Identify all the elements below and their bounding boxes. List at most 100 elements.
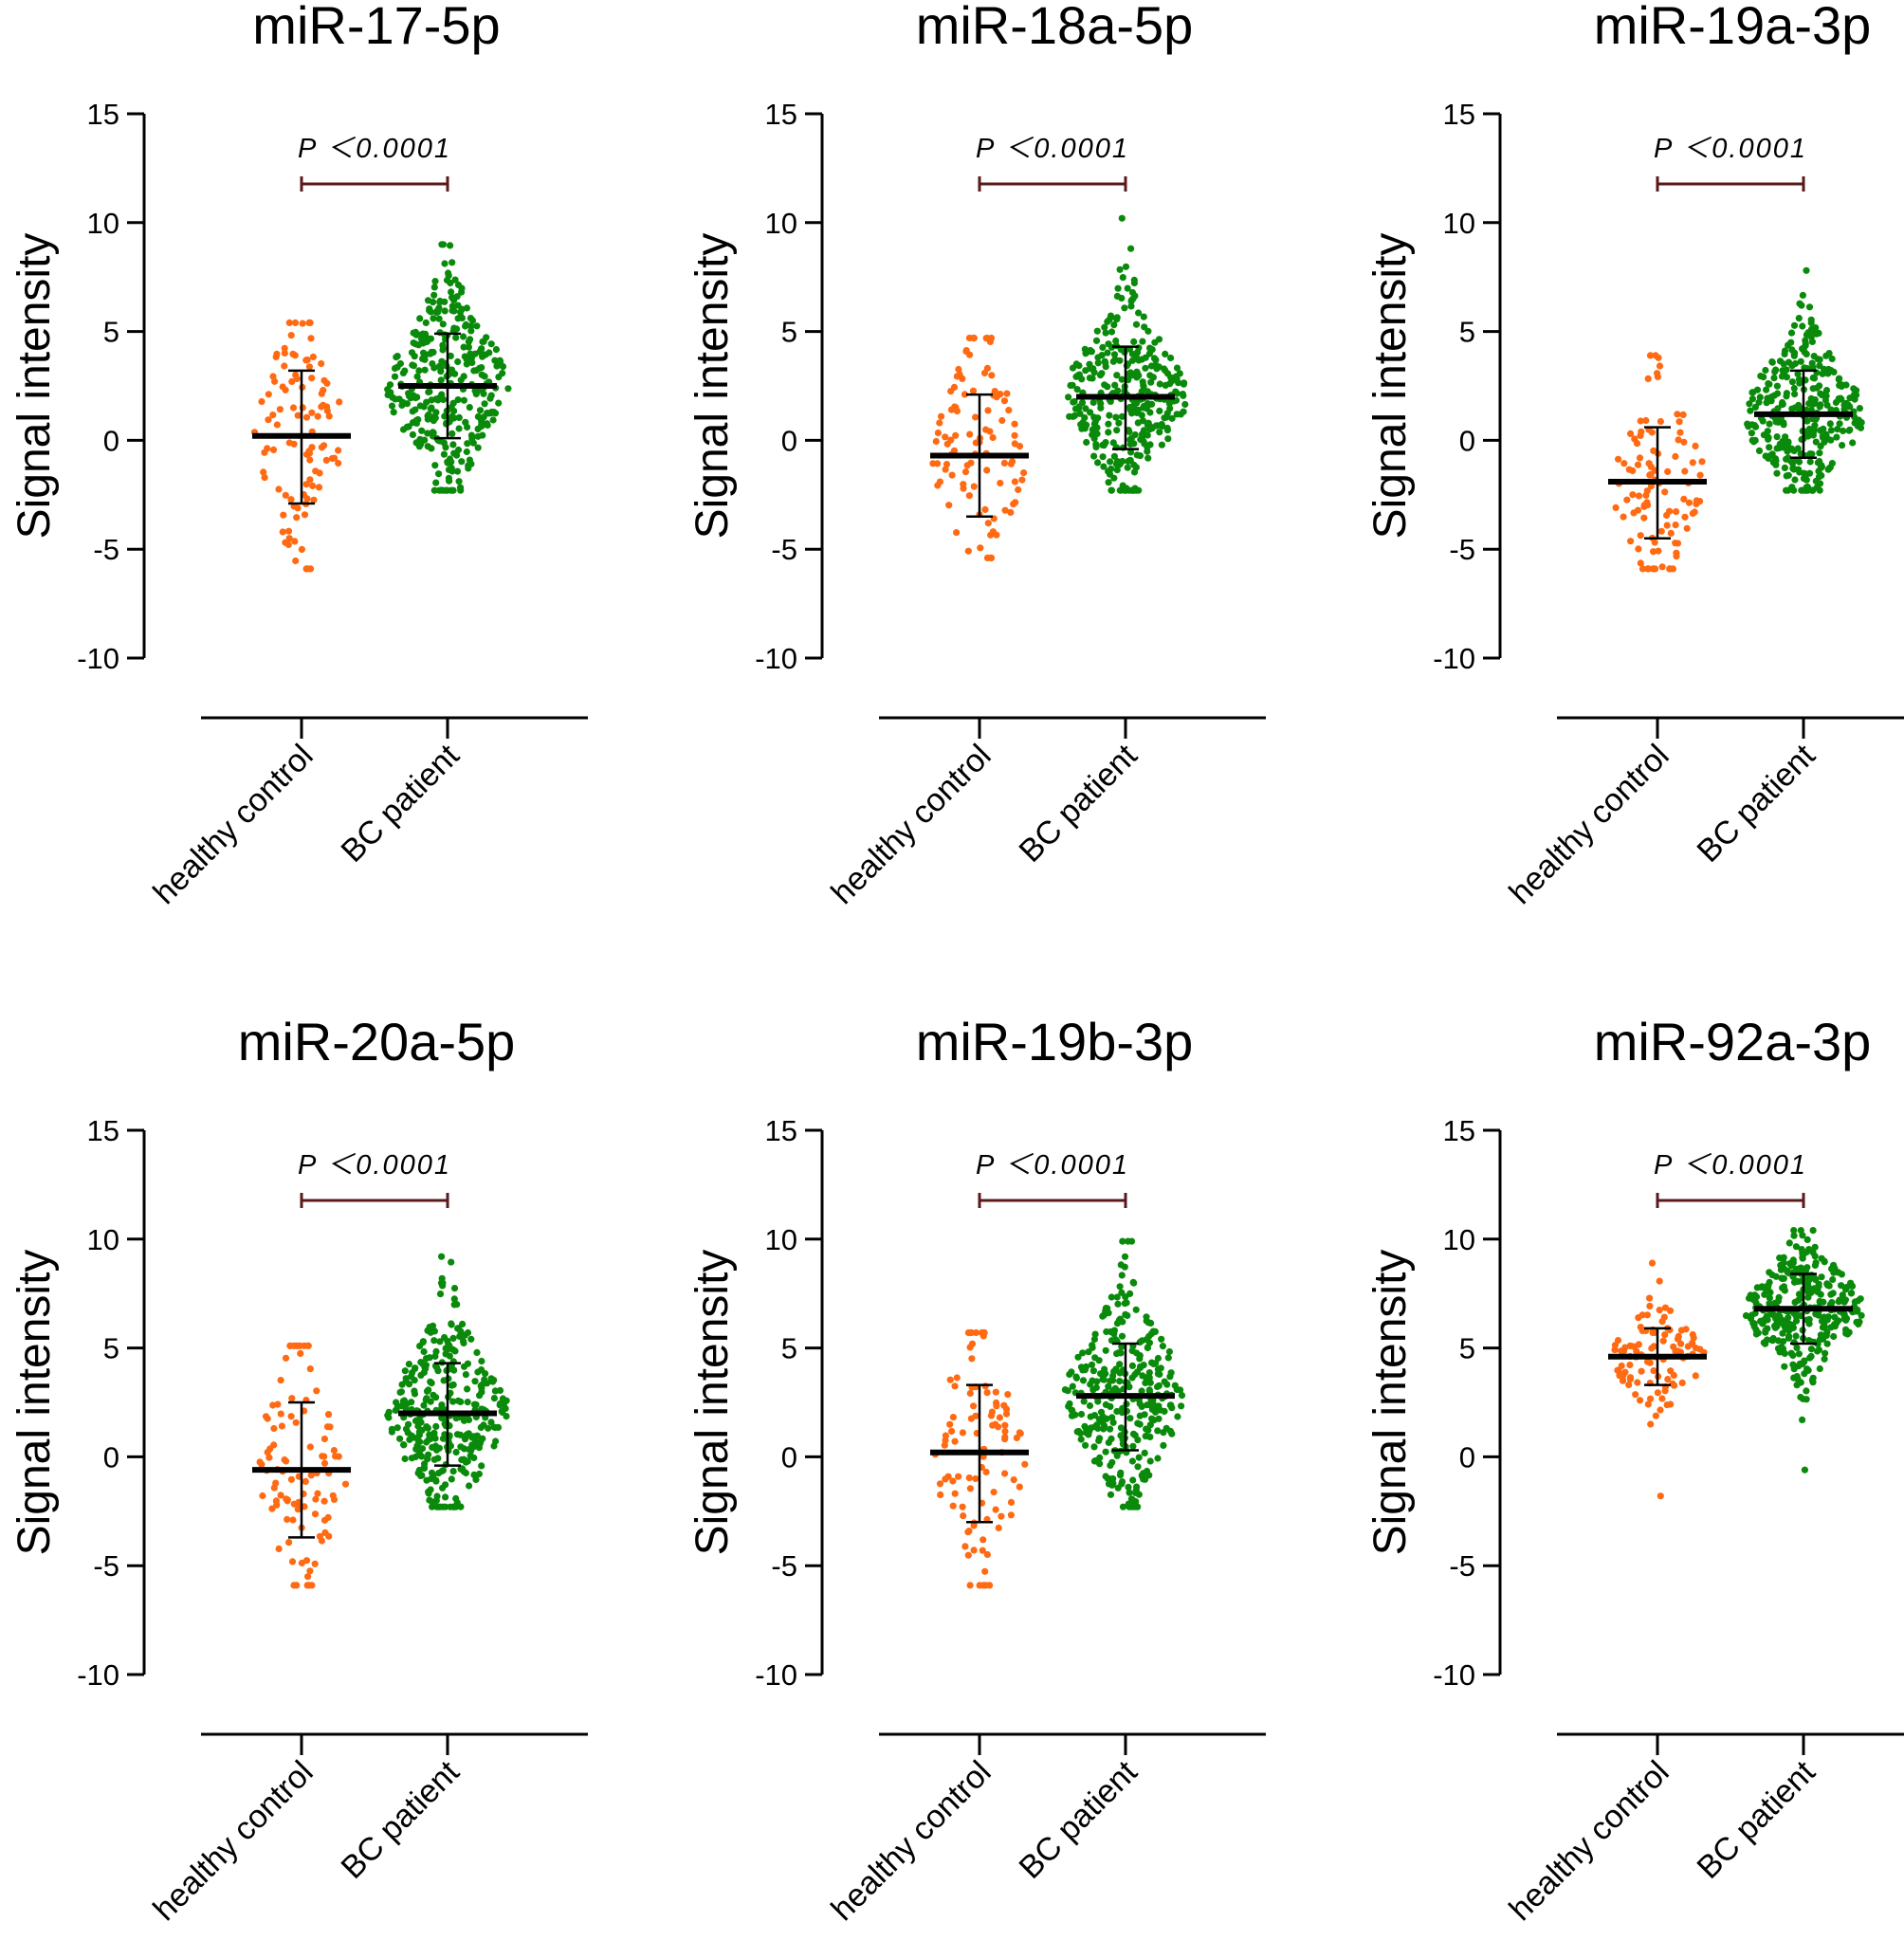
data-point — [1673, 553, 1680, 560]
data-point — [1785, 1332, 1793, 1340]
data-point — [396, 1435, 404, 1442]
category-label: healthy control — [146, 738, 320, 911]
data-point — [1007, 1511, 1015, 1519]
data-point — [1102, 1448, 1109, 1456]
data-point — [1133, 409, 1141, 416]
data-point — [1093, 430, 1101, 438]
data-point — [1158, 441, 1165, 449]
data-point — [471, 1437, 480, 1445]
data-point — [1141, 1411, 1148, 1419]
data-point — [421, 339, 429, 346]
data-point — [1113, 1407, 1121, 1416]
data-point — [449, 1398, 457, 1405]
data-point — [1803, 470, 1810, 478]
data-point — [284, 1515, 291, 1523]
data-point — [1104, 349, 1111, 357]
data-point — [456, 484, 465, 491]
data-point — [1113, 427, 1121, 434]
data-point — [936, 419, 943, 427]
data-point — [1101, 323, 1108, 331]
data-point — [1748, 395, 1756, 403]
data-point — [1779, 1329, 1786, 1337]
data-point — [471, 1378, 479, 1385]
data-point — [470, 1454, 478, 1462]
data-point — [1003, 390, 1011, 397]
data-point — [1795, 1291, 1803, 1298]
data-point — [285, 319, 293, 326]
data-point — [1090, 1443, 1098, 1451]
data-point — [1799, 322, 1806, 330]
data-point — [478, 364, 485, 372]
data-point — [1793, 1344, 1801, 1351]
data-point — [448, 1258, 455, 1266]
data-point — [1811, 1243, 1819, 1251]
data-point — [460, 1339, 467, 1346]
data-point — [1105, 340, 1112, 348]
data-point — [450, 414, 458, 422]
data-point — [1790, 1374, 1798, 1382]
data-point — [984, 520, 992, 527]
data-point — [478, 371, 485, 378]
data-point — [305, 1582, 313, 1589]
data-point — [496, 1401, 503, 1409]
data-point — [970, 483, 978, 490]
data-point — [947, 436, 955, 444]
data-point — [1122, 1310, 1129, 1318]
data-point — [429, 360, 436, 368]
data-point — [1657, 1406, 1664, 1414]
data-point — [1784, 448, 1791, 455]
data-point — [1647, 1395, 1655, 1402]
data-point — [1113, 467, 1121, 474]
data-point — [285, 1539, 293, 1547]
data-point — [320, 1435, 328, 1443]
data-point — [294, 1506, 302, 1513]
data-point — [1689, 459, 1696, 467]
data-point — [1775, 1320, 1783, 1327]
data-point — [1671, 1382, 1678, 1389]
data-point — [490, 1376, 498, 1384]
data-point — [1790, 321, 1799, 329]
data-point — [1766, 1278, 1773, 1286]
data-point — [1125, 1483, 1132, 1491]
data-point — [1162, 381, 1169, 389]
data-point — [455, 425, 463, 432]
data-point — [409, 1369, 416, 1377]
data-point — [1154, 1455, 1162, 1462]
data-point — [1634, 1379, 1641, 1386]
data-point — [1077, 1410, 1086, 1419]
y-tick-label: -5 — [771, 1549, 797, 1583]
data-point — [425, 411, 432, 418]
y-tick-label: 15 — [765, 98, 797, 131]
data-point — [1167, 354, 1175, 362]
data-point — [1851, 395, 1858, 403]
data-point — [1818, 462, 1825, 469]
data-point — [1638, 1367, 1645, 1375]
data-point — [1796, 379, 1803, 387]
data-point — [1747, 1315, 1755, 1323]
data-point — [1126, 1415, 1134, 1422]
data-point — [453, 451, 461, 459]
data-point — [950, 383, 959, 391]
data-point — [277, 1492, 284, 1499]
data-point — [277, 1377, 284, 1384]
data-point — [320, 1497, 328, 1505]
data-point — [1097, 400, 1105, 408]
data-point — [298, 545, 305, 554]
data-point — [1811, 1253, 1819, 1260]
data-point — [1161, 1378, 1168, 1385]
data-point — [1683, 524, 1691, 532]
data-point — [955, 365, 962, 374]
data-point — [1016, 1483, 1023, 1491]
data-point — [1625, 466, 1633, 473]
data-point — [1146, 1421, 1154, 1429]
data-point — [1816, 1336, 1823, 1344]
y-tick-label: -5 — [1449, 533, 1475, 566]
data-point — [1159, 1343, 1166, 1350]
data-point — [1095, 1416, 1103, 1423]
data-point — [1136, 1352, 1144, 1360]
data-point — [1858, 1311, 1865, 1319]
data-point — [1828, 1265, 1836, 1272]
data-point — [962, 347, 970, 355]
data-point — [1076, 1429, 1084, 1437]
data-point — [1171, 1382, 1179, 1389]
